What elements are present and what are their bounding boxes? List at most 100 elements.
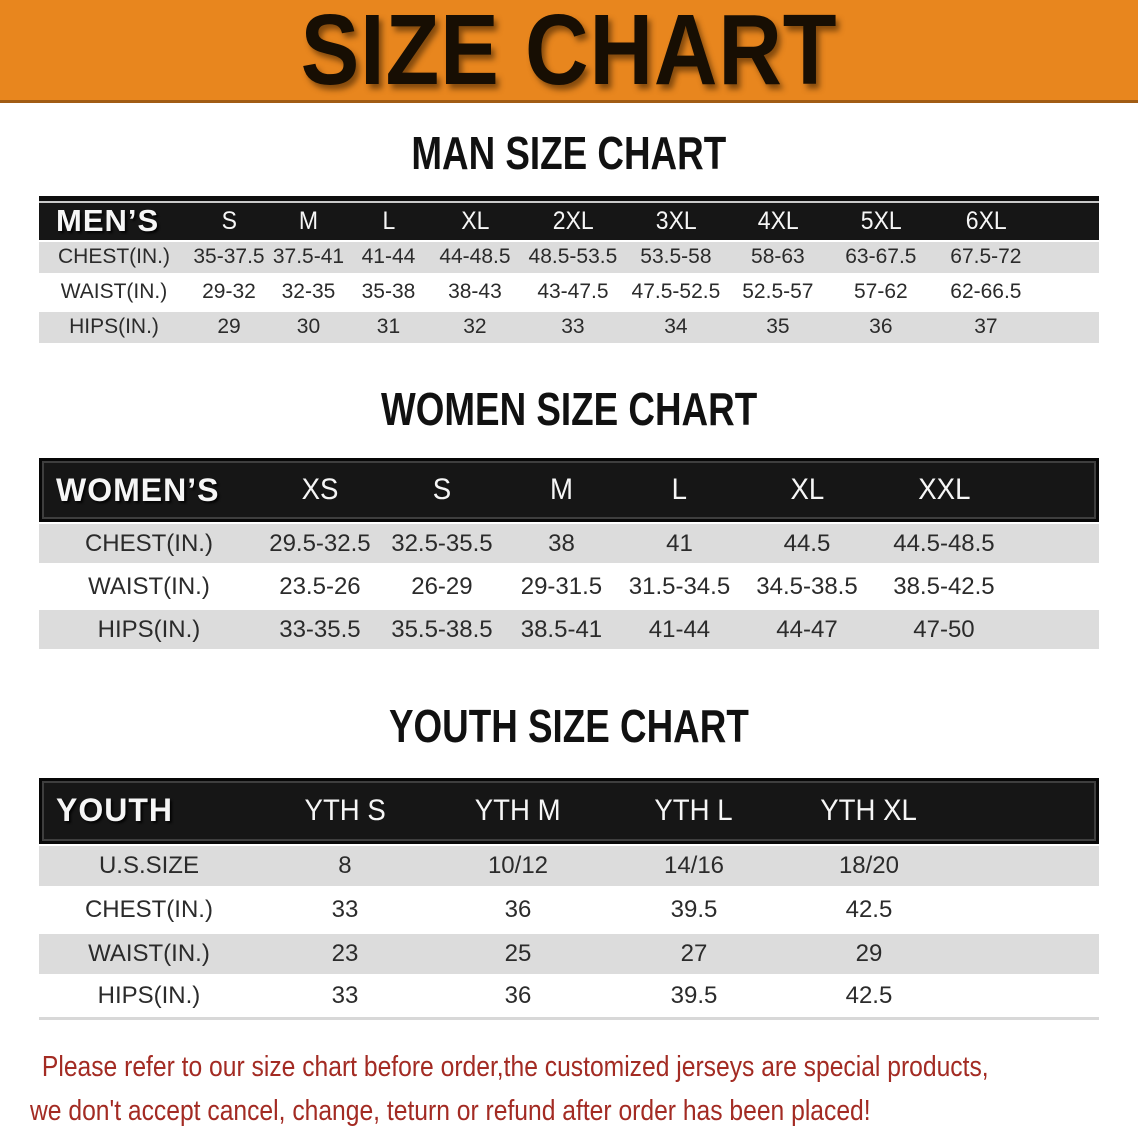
size-value-text: 23.5-26 xyxy=(279,572,361,600)
size-value-text: 23 xyxy=(331,939,359,967)
size-value-text: 29-32 xyxy=(202,280,256,304)
size-table-row: HIPS(IN.) 29 30 31 32 33 34 35 36 37 xyxy=(39,309,1099,345)
banner: SIZE CHART xyxy=(0,0,1138,103)
size-table-row: HIPS(IN.) 33-35.5 35.5-38.5 38.5-41 41-44 44-… xyxy=(39,608,1099,652)
size-header-text: L xyxy=(382,206,395,235)
size-value: 57-62 xyxy=(829,280,933,304)
size-value-text: 29.5-32.5 xyxy=(269,529,371,557)
size-value: 23.5-26 xyxy=(259,573,381,601)
size-value: 34 xyxy=(625,315,727,339)
row-label-text: CHEST(IN.) xyxy=(84,895,213,923)
size-value: 36 xyxy=(431,896,605,924)
men-section-heading: MAN SIZE CHART xyxy=(0,128,1138,179)
size-value-text: 43-47.5 xyxy=(537,280,609,304)
size-value-text: 38.5-41 xyxy=(520,615,603,643)
size-column-header: L xyxy=(348,207,429,236)
size-value-text: 35-38 xyxy=(361,280,416,304)
size-value: 38.5-41 xyxy=(503,616,620,644)
size-value: 39.5 xyxy=(605,896,783,924)
size-value-text: 34.5-38.5 xyxy=(756,572,858,600)
size-value: 33 xyxy=(259,896,431,924)
group-label-cell: MEN’S xyxy=(39,203,189,239)
size-value: 47.5-52.5 xyxy=(625,280,727,304)
size-value: 31.5-34.5 xyxy=(620,573,739,601)
size-header-text: M xyxy=(549,473,573,507)
section-men: MAN SIZE CHART MEN’S S M L XL 2XL 3XL 4XL 5XL 6XL… xyxy=(0,128,1138,345)
youth-section-heading-text: YOUTH SIZE CHART xyxy=(389,700,749,753)
size-header-text: XL xyxy=(790,473,824,507)
size-table-row: WAIST(IN.) 29-32 32-35 35-38 38-43 43-47.5 47.… xyxy=(39,274,1099,310)
size-value-text: 33 xyxy=(331,982,359,1010)
size-value: 44.5-48.5 xyxy=(875,530,1099,558)
size-value-text: 47-50 xyxy=(913,615,975,643)
size-table-header-row: WOMEN’S XS S M L XL XXL xyxy=(39,458,1099,523)
size-value-text: 25 xyxy=(504,939,532,967)
size-value-text: 31 xyxy=(376,315,401,339)
row-label-text: HIPS(IN.) xyxy=(97,615,201,643)
row-label: CHEST(IN.) xyxy=(39,245,189,269)
size-column-header: XL xyxy=(429,207,521,236)
size-value-text: 29 xyxy=(217,315,241,339)
row-label: HIPS(IN.) xyxy=(39,616,259,644)
size-value-text: 33 xyxy=(561,315,585,339)
disclaimer-line-1: Please refer to our size chart before or… xyxy=(41,1050,989,1083)
size-value: 32.5-35.5 xyxy=(381,530,503,558)
row-label-text: U.S.SIZE xyxy=(98,851,199,879)
size-value-text: 52.5-57 xyxy=(742,280,814,304)
size-value: 53.5-58 xyxy=(625,245,727,269)
size-table-row: WAIST(IN.) 23 25 27 29 xyxy=(39,931,1099,976)
size-header-text: 4XL xyxy=(757,206,799,235)
size-value: 38.5-42.5 xyxy=(875,573,1099,601)
size-value-text: 44.5-48.5 xyxy=(893,529,995,557)
men-size-table: MEN’S S M L XL 2XL 3XL 4XL 5XL 6XL CHEST(IN.) 35-37… xyxy=(39,195,1099,345)
size-value-text: 47.5-52.5 xyxy=(631,280,721,304)
size-value: 47-50 xyxy=(875,616,1099,644)
size-value: 38-43 xyxy=(429,280,521,304)
size-value-text: 41 xyxy=(666,529,693,557)
size-value-text: 41-44 xyxy=(648,615,711,643)
size-value: 35 xyxy=(727,315,829,339)
size-column-header: 4XL xyxy=(727,207,829,236)
size-column-header: YTH S xyxy=(259,794,431,828)
size-value-text: 58-63 xyxy=(751,245,805,269)
size-value: 29 xyxy=(189,315,269,339)
youth-size-table: YOUTH YTH S YTH M YTH L YTH XL U.S.SIZE 8 10/12… xyxy=(39,777,1099,1020)
row-label: CHEST(IN.) xyxy=(39,896,259,924)
size-value-text: 36 xyxy=(869,315,893,339)
row-label: WAIST(IN.) xyxy=(39,280,189,304)
size-table-header-row: MEN’S S M L XL 2XL 3XL 4XL 5XL 6XL xyxy=(39,195,1099,240)
size-column-header: L xyxy=(620,473,739,507)
size-value-text: 33 xyxy=(331,895,359,923)
size-header-text: YTH S xyxy=(304,793,386,827)
size-value-text: 37.5-41 xyxy=(272,245,345,269)
size-value: 10/12 xyxy=(431,852,605,880)
group-label: WOMEN’S xyxy=(56,471,220,508)
size-value: 42.5 xyxy=(783,982,1099,1010)
group-label: MEN’S xyxy=(56,203,160,239)
banner-title: SIZE CHART xyxy=(300,0,838,106)
size-table-row: CHEST(IN.) 35-37.5 37.5-41 41-44 44-48.5 48.5… xyxy=(39,239,1099,275)
size-value: 18/20 xyxy=(783,852,1099,880)
size-value: 36 xyxy=(829,315,933,339)
size-table-row: U.S.SIZE 8 10/12 14/16 18/20 xyxy=(39,843,1099,888)
size-value: 58-63 xyxy=(727,245,829,269)
size-value-text: 32 xyxy=(463,315,487,339)
size-value-text: 48.5-53.5 xyxy=(528,245,618,269)
size-value: 32-35 xyxy=(269,280,348,304)
row-label-text: CHEST(IN.) xyxy=(57,245,170,269)
row-label-text: WAIST(IN.) xyxy=(88,939,210,967)
size-value-text: 39.5 xyxy=(670,982,718,1010)
size-value: 25 xyxy=(431,940,605,968)
size-value-text: 44.5 xyxy=(783,529,831,557)
size-value: 33 xyxy=(259,982,431,1010)
size-value: 41-44 xyxy=(348,245,429,269)
size-value: 29.5-32.5 xyxy=(259,530,381,558)
size-value-text: 34 xyxy=(664,315,688,339)
size-header-text: 5XL xyxy=(860,206,902,235)
size-value-text: 42.5 xyxy=(845,982,893,1010)
size-column-header: XS xyxy=(259,473,381,507)
size-value: 41-44 xyxy=(620,616,739,644)
size-value-text: 37 xyxy=(974,315,998,339)
size-header-text: XXL xyxy=(917,473,971,507)
